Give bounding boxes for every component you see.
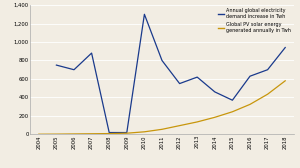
Legend: Annual global electricity
demand increase in Twh, Global PV solar energy
generat: Annual global electricity demand increas… <box>217 7 292 34</box>
